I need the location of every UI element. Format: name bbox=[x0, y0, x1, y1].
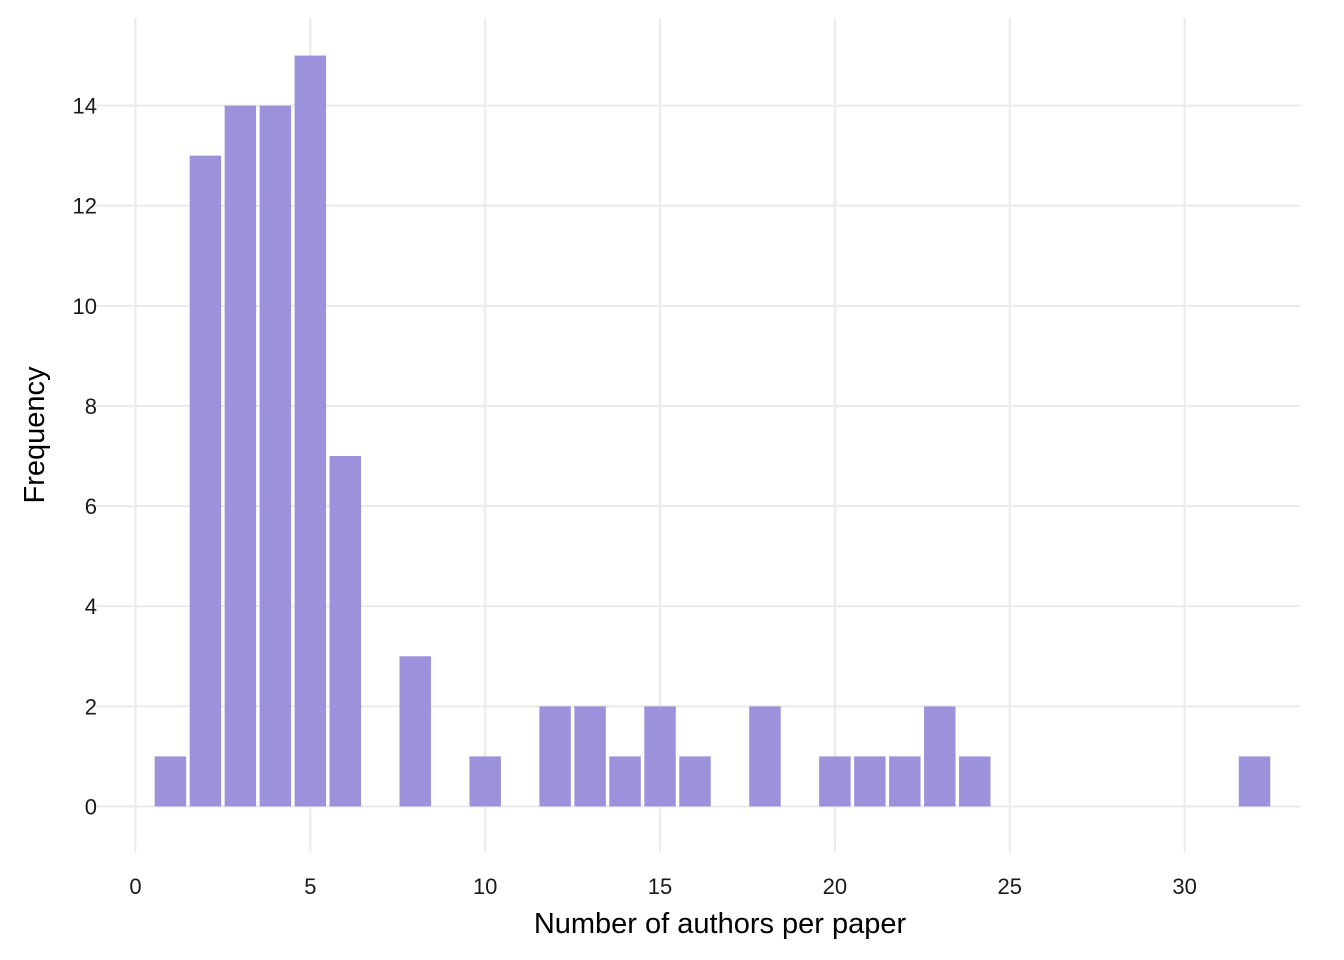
bar bbox=[679, 756, 711, 807]
x-tick-label: 25 bbox=[998, 874, 1022, 899]
y-axis-title: Frequency bbox=[19, 366, 51, 504]
x-axis-title: Number of authors per paper bbox=[534, 908, 907, 940]
bar bbox=[889, 756, 921, 807]
y-tick-label: 8 bbox=[85, 394, 97, 419]
bar bbox=[574, 706, 606, 807]
bar bbox=[469, 756, 501, 807]
y-tick-label: 0 bbox=[85, 794, 97, 819]
bar bbox=[749, 706, 781, 807]
y-tick-label: 12 bbox=[73, 194, 97, 219]
bar bbox=[959, 756, 991, 807]
y-tick-label: 6 bbox=[85, 494, 97, 519]
bar bbox=[189, 155, 222, 807]
bar bbox=[399, 656, 431, 807]
bar bbox=[539, 706, 571, 807]
x-tick-label: 30 bbox=[1172, 874, 1196, 899]
bar bbox=[224, 105, 257, 807]
bar bbox=[609, 756, 641, 807]
y-tick-label: 4 bbox=[85, 594, 97, 619]
x-tick-label: 0 bbox=[129, 874, 141, 899]
y-tick-label: 2 bbox=[85, 694, 97, 719]
bar bbox=[854, 756, 886, 807]
x-tick-label: 15 bbox=[648, 874, 672, 899]
bar bbox=[924, 706, 956, 807]
y-axis-ticks: 0 2 4 6 8 10 12 14 bbox=[73, 94, 104, 819]
y-tick-label: 10 bbox=[73, 294, 97, 319]
x-tick-label: 20 bbox=[823, 874, 847, 899]
bar bbox=[154, 756, 187, 807]
bar bbox=[644, 706, 676, 807]
bar bbox=[294, 55, 327, 807]
bar bbox=[1238, 756, 1271, 807]
y-tick-label: 14 bbox=[73, 94, 97, 119]
x-tick-label: 5 bbox=[304, 874, 316, 899]
bar bbox=[819, 756, 851, 807]
x-axis-ticks: 0 5 10 15 20 25 30 bbox=[129, 844, 1197, 899]
bar bbox=[329, 456, 362, 807]
bars bbox=[154, 55, 1271, 807]
bar bbox=[259, 105, 292, 807]
x-tick-label: 10 bbox=[473, 874, 497, 899]
